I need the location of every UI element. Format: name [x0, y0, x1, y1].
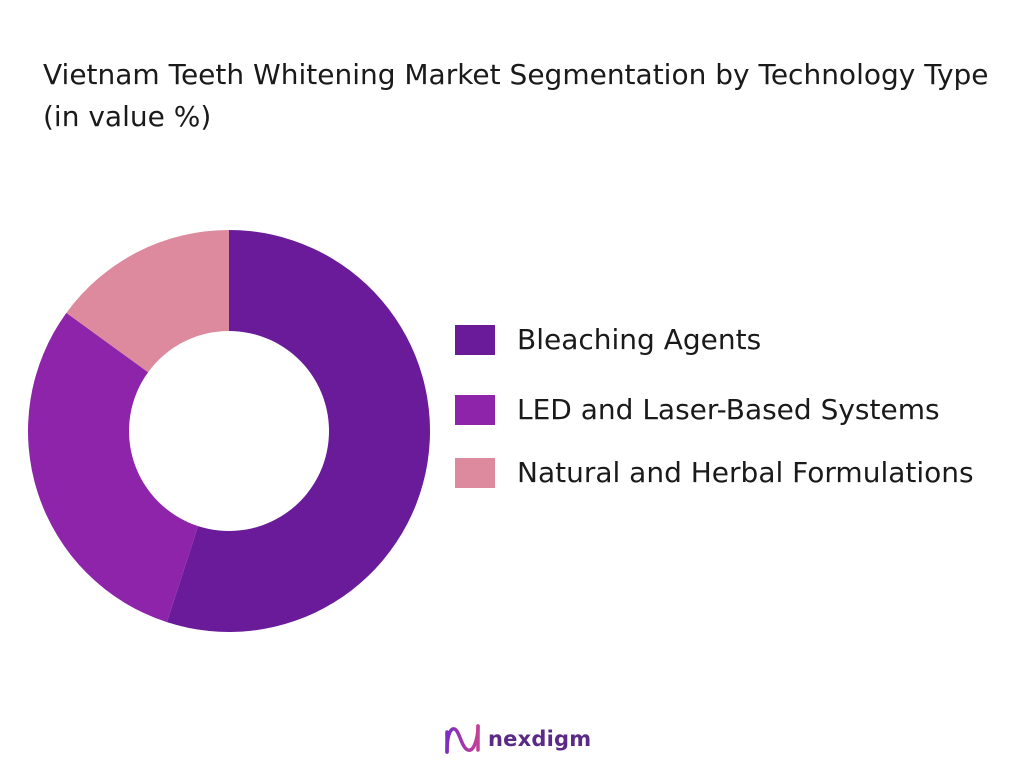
legend-item-bleaching-agents: Bleaching Agents: [455, 318, 987, 362]
nexdigm-logo-icon: [445, 724, 480, 754]
legend-item-led-laser: LED and Laser-Based Systems: [455, 388, 987, 432]
legend-swatch: [455, 395, 495, 425]
legend-item-natural-herbal: Natural and Herbal Formulations: [455, 451, 987, 495]
brand-logo: nexdigm: [444, 722, 591, 756]
donut-slice-0: [166, 230, 431, 632]
legend-label: Bleaching Agents: [517, 323, 762, 356]
donut-slice-1: [27, 312, 199, 623]
legend-label: LED and Laser-Based Systems: [517, 393, 940, 426]
legend-label: Natural and Herbal Formulations: [517, 456, 974, 489]
legend-swatch: [455, 325, 495, 355]
brand-name: nexdigm: [488, 727, 592, 751]
legend-swatch: [455, 458, 495, 488]
chart-title: Vietnam Teeth Whitening Market Segmentat…: [43, 58, 989, 133]
donut-slice-2: [66, 230, 230, 373]
